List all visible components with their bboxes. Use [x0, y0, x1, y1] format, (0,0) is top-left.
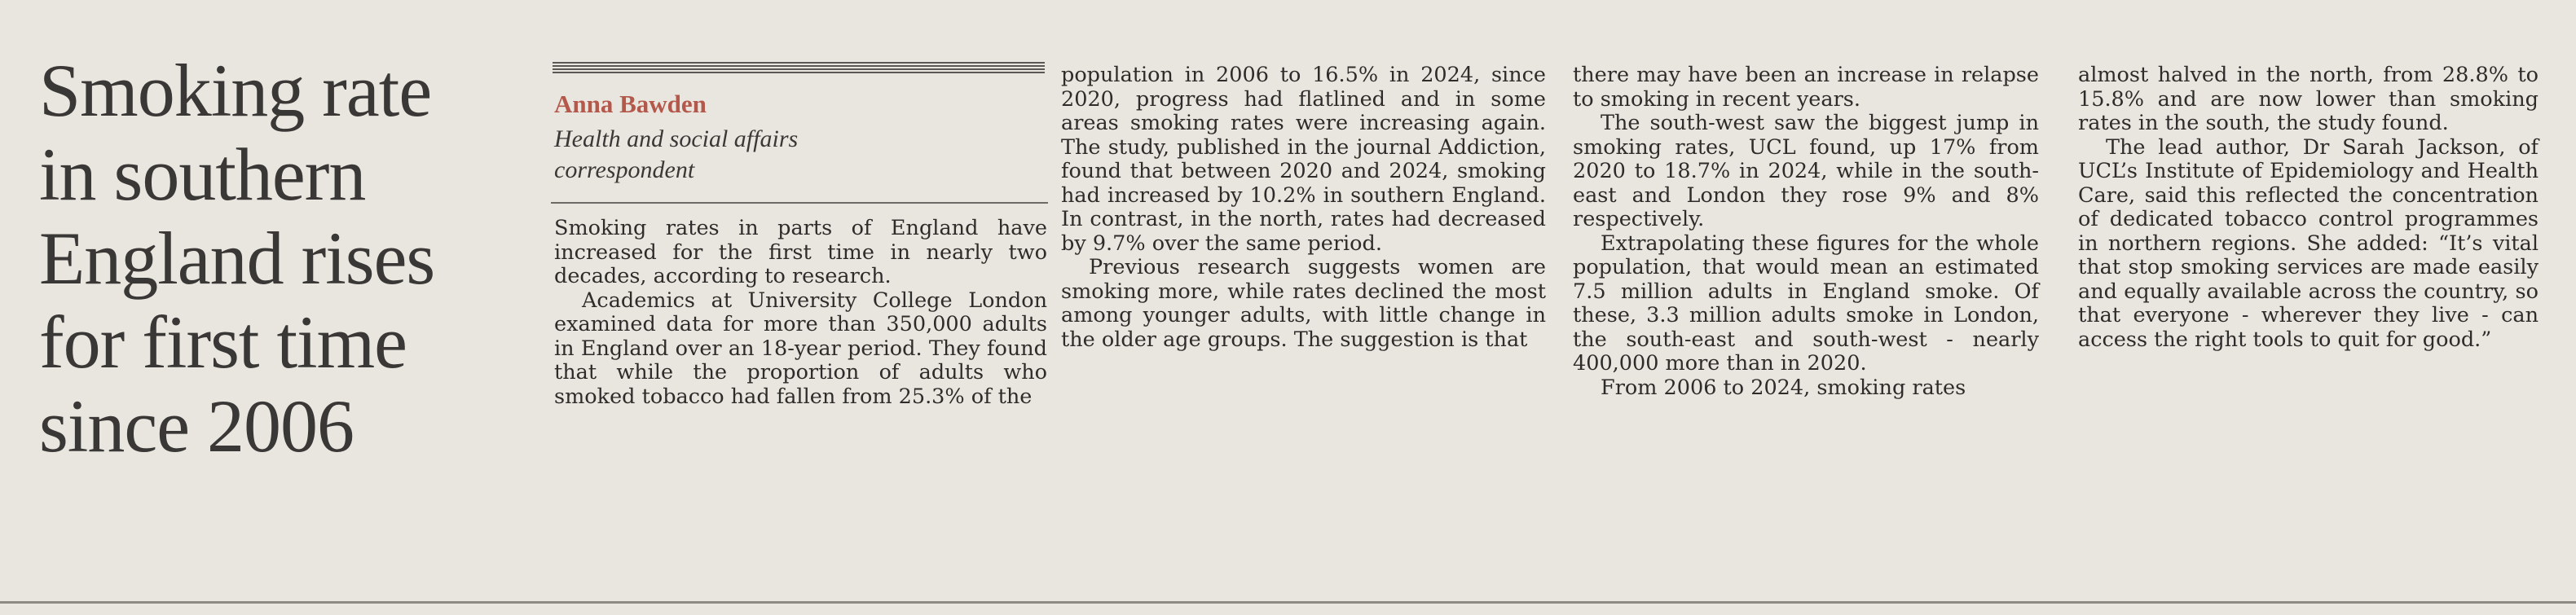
- body-paragraph: The lead author, Dr Sarah Jackson, of UC…: [2078, 134, 2539, 352]
- body-paragraph: Smoking rates in parts of England have i…: [554, 216, 1047, 288]
- byline-rule: [553, 62, 1045, 73]
- body-column-1: Smoking rates in parts of England have i…: [554, 216, 1047, 409]
- body-paragraph: From 2006 to 2024, smoking rates: [1601, 375, 1966, 400]
- page-bottom-rule: [0, 601, 2576, 604]
- body-paragraph: Extrapolating these figures for the whol…: [1573, 231, 2039, 376]
- body-paragraph: population in 2006 to 16.5% in 2024, sin…: [1061, 63, 1546, 256]
- byline-author: Anna Bawden: [554, 90, 707, 118]
- body-paragraph: The south-west saw the biggest jump in s…: [1573, 111, 2039, 231]
- body-paragraph: there may have been an increase in relap…: [1573, 63, 2039, 112]
- body-column-2: population in 2006 to 16.5% in 2024, sin…: [1061, 63, 1546, 352]
- headline-line: England rises: [39, 217, 435, 300]
- headline-line: since 2006: [39, 384, 354, 468]
- article-headline: Smoking rate in southern England rises f…: [39, 49, 520, 468]
- body-paragraph: Previous research suggests women are smo…: [1061, 255, 1546, 352]
- headline-line: in southern: [39, 133, 366, 216]
- body-column-3: there may have been an increase in relap…: [1573, 63, 2039, 400]
- body-column-4: almost halved in the north, from 28.8% t…: [2078, 63, 2539, 352]
- body-paragraph: Academics at University College London e…: [554, 288, 1047, 409]
- headline-line: for first time: [39, 301, 407, 384]
- byline-divider: [551, 202, 1048, 204]
- body-paragraph: almost halved in the north, from 28.8% t…: [2078, 63, 2539, 135]
- headline-line: Smoking rate: [39, 49, 432, 132]
- byline-role: Health and social affairs correspondent: [554, 125, 799, 183]
